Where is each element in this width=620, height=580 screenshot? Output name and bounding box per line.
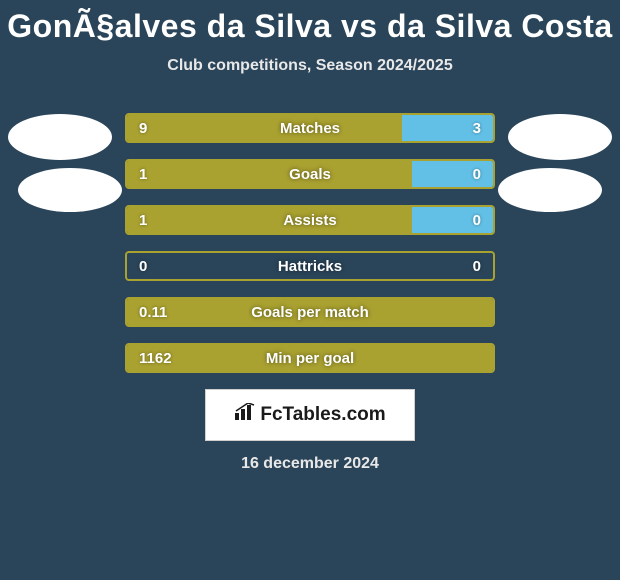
stat-right-value: 3: [473, 120, 481, 137]
stat-row: 0.11Goals per match: [125, 297, 495, 327]
stat-left-segment: 1162: [127, 345, 493, 371]
stat-right-segment: 0: [310, 253, 493, 279]
stat-left-segment: 9: [127, 115, 402, 141]
logo: FcTables.com: [234, 403, 385, 427]
stat-right-segment: 0: [412, 161, 493, 187]
stat-left-value: 1: [139, 212, 147, 229]
chart-icon: [234, 403, 256, 427]
stat-row: 93Matches: [125, 113, 495, 143]
stat-right-value: 0: [473, 258, 481, 275]
player1-avatar-2: [18, 168, 122, 212]
subtitle: Club competitions, Season 2024/2025: [0, 57, 620, 75]
logo-box: FcTables.com: [205, 389, 415, 441]
date-label: 16 december 2024: [0, 455, 620, 473]
stat-left-segment: 1: [127, 161, 412, 187]
stat-right-segment: 3: [402, 115, 494, 141]
stat-left-value: 1: [139, 166, 147, 183]
stat-row: 10Goals: [125, 159, 495, 189]
stat-left-value: 0.11: [139, 304, 167, 321]
stats-bars: 93Matches10Goals10Assists00Hattricks0.11…: [125, 113, 495, 373]
player1-avatar-1: [8, 114, 112, 160]
stat-right-segment: [481, 345, 493, 371]
stat-right-value: 0: [473, 212, 481, 229]
page-title: GonÃ§alves da Silva vs da Silva Costa: [0, 0, 620, 45]
stat-row: 00Hattricks: [125, 251, 495, 281]
player2-avatar-1: [508, 114, 612, 160]
player2-avatar-2: [498, 168, 602, 212]
stat-left-value: 9: [139, 120, 147, 137]
stat-left-segment: 0.11: [127, 299, 493, 325]
stat-right-value: 0: [473, 166, 481, 183]
stat-right-segment: [481, 299, 493, 325]
stat-left-segment: 0: [127, 253, 310, 279]
stat-left-value: 1162: [139, 350, 172, 367]
stat-left-value: 0: [139, 258, 147, 275]
stat-row: 10Assists: [125, 205, 495, 235]
logo-text: FcTables.com: [260, 404, 385, 426]
stat-left-segment: 1: [127, 207, 412, 233]
stat-right-segment: 0: [412, 207, 493, 233]
stat-row: 1162Min per goal: [125, 343, 495, 373]
